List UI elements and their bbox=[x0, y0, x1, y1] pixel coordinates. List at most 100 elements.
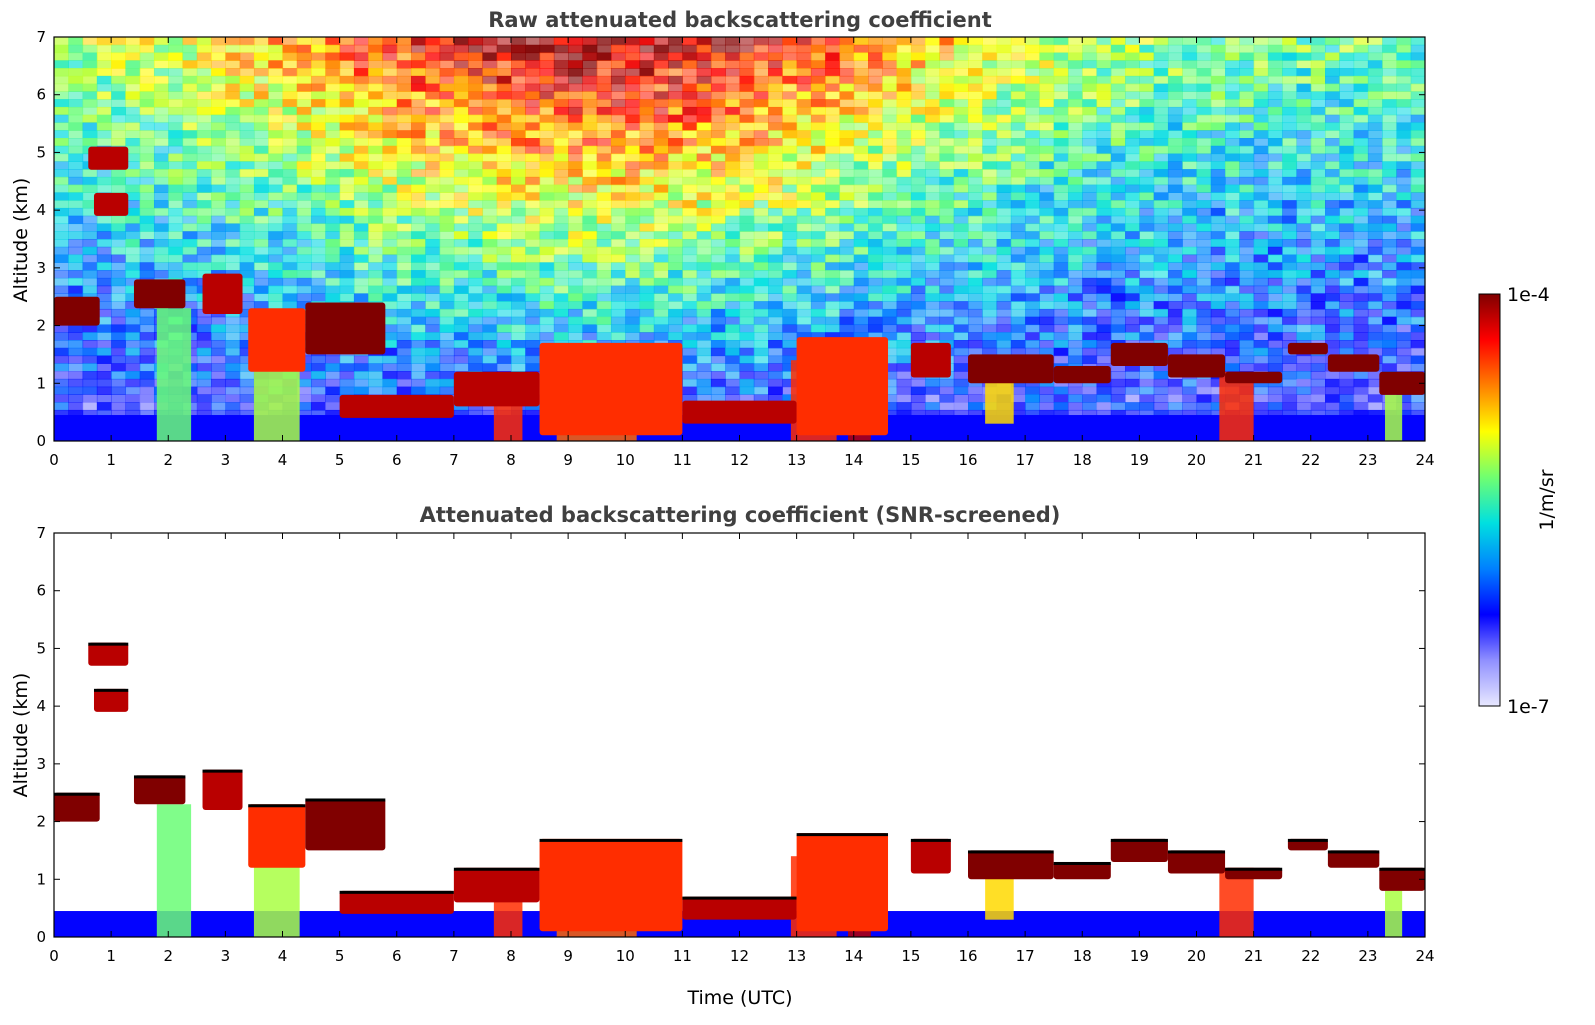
noise-cell bbox=[239, 153, 255, 162]
noise-cell bbox=[282, 52, 298, 61]
noise-cell bbox=[1410, 52, 1425, 61]
noise-cell bbox=[1082, 169, 1098, 178]
noise-cell bbox=[810, 37, 826, 46]
noise-cell bbox=[353, 192, 369, 201]
noise-cell bbox=[296, 371, 312, 380]
noise-cell bbox=[1110, 371, 1126, 380]
noise-cell bbox=[211, 207, 226, 217]
noise-cell bbox=[1267, 44, 1283, 54]
noise-cell bbox=[511, 138, 526, 147]
noise-cell bbox=[1410, 277, 1425, 287]
noise-cell bbox=[825, 316, 841, 326]
noise-cell bbox=[968, 277, 983, 287]
noise-cell bbox=[1325, 231, 1340, 240]
noise-cell bbox=[1067, 316, 1083, 326]
noise-cell bbox=[411, 37, 426, 46]
noise-cell bbox=[1367, 153, 1383, 162]
noise-cell bbox=[582, 223, 598, 232]
noise-cell bbox=[1267, 324, 1283, 333]
noise-cell bbox=[1139, 285, 1155, 294]
noise-cell bbox=[739, 254, 755, 263]
noise-cell bbox=[1382, 176, 1398, 186]
noise-cell bbox=[468, 52, 484, 61]
noise-cell bbox=[139, 153, 155, 162]
noise-cell bbox=[325, 138, 341, 147]
noise-cell bbox=[1010, 231, 1026, 240]
noise-cell bbox=[925, 122, 941, 131]
noise-cell bbox=[539, 130, 555, 139]
noise-cell bbox=[496, 277, 512, 287]
noise-cell bbox=[668, 99, 683, 108]
noise-cell bbox=[68, 200, 84, 209]
noise-cell bbox=[553, 316, 569, 326]
noise-cell bbox=[782, 254, 798, 263]
noise-cell bbox=[125, 176, 141, 186]
noise-cell bbox=[853, 207, 869, 217]
noise-cell bbox=[768, 122, 783, 131]
noise-cell bbox=[253, 169, 269, 178]
noise-cell bbox=[896, 262, 912, 271]
noise-cell bbox=[1196, 378, 1212, 388]
noise-cell bbox=[482, 324, 498, 333]
noise-cell bbox=[496, 83, 512, 92]
noise-cell bbox=[1196, 176, 1212, 186]
noise-cell bbox=[725, 332, 741, 341]
noise-cell bbox=[696, 378, 712, 388]
noise-cell bbox=[396, 293, 412, 302]
noise-cell bbox=[882, 192, 898, 201]
noise-cell bbox=[54, 91, 69, 100]
noise-cell bbox=[1382, 130, 1398, 139]
noise-cell bbox=[168, 122, 184, 131]
noise-cell bbox=[139, 347, 155, 357]
noise-cell bbox=[1296, 324, 1312, 333]
noise-cell bbox=[1039, 138, 1055, 147]
noise-cell bbox=[539, 324, 555, 333]
noise-cell bbox=[796, 207, 812, 217]
noise-cell bbox=[639, 308, 655, 318]
noise-cell bbox=[1096, 192, 1112, 201]
noise-cell bbox=[1296, 277, 1312, 287]
noise-cell bbox=[1025, 215, 1041, 225]
noise-cell bbox=[168, 246, 184, 256]
noise-cell bbox=[239, 332, 255, 341]
noise-cell bbox=[1239, 138, 1255, 147]
noise-cell bbox=[696, 176, 712, 186]
noise-cell bbox=[639, 246, 655, 256]
noise-cell bbox=[1110, 246, 1126, 256]
noise-cell bbox=[1282, 68, 1298, 77]
noise-cell bbox=[425, 200, 441, 209]
noise-cell bbox=[639, 122, 655, 131]
noise-cell bbox=[553, 44, 569, 54]
noise-cell bbox=[453, 200, 469, 209]
noise-cell bbox=[239, 106, 255, 116]
noise-cell bbox=[339, 285, 355, 294]
noise-cell bbox=[810, 223, 826, 232]
noise-cell bbox=[1296, 122, 1312, 131]
noise-cell bbox=[82, 169, 98, 178]
noise-cell bbox=[1010, 207, 1026, 217]
noise-cell bbox=[439, 184, 455, 193]
noise-cell bbox=[282, 99, 298, 108]
noise-cell bbox=[1025, 301, 1041, 310]
noise-cell bbox=[496, 44, 512, 54]
noise-cell bbox=[439, 293, 455, 302]
noise-cell bbox=[1025, 207, 1041, 217]
noise-cell bbox=[125, 239, 141, 248]
noise-cell bbox=[768, 324, 783, 333]
noise-cell bbox=[1367, 301, 1383, 310]
noise-cell bbox=[368, 254, 384, 263]
noise-cell bbox=[868, 200, 883, 209]
noise-cell bbox=[1367, 347, 1383, 357]
noise-cell bbox=[511, 301, 526, 310]
noise-cell bbox=[1153, 75, 1169, 85]
noise-cell bbox=[1382, 122, 1398, 131]
noise-cell bbox=[653, 192, 669, 201]
noise-cell bbox=[368, 138, 384, 147]
noise-cell bbox=[439, 138, 455, 147]
noise-cell bbox=[1210, 83, 1226, 92]
noise-cell bbox=[511, 106, 526, 116]
noise-cell bbox=[710, 394, 726, 403]
noise-cell bbox=[196, 176, 212, 186]
noise-cell bbox=[182, 200, 198, 209]
noise-cell bbox=[710, 60, 726, 69]
